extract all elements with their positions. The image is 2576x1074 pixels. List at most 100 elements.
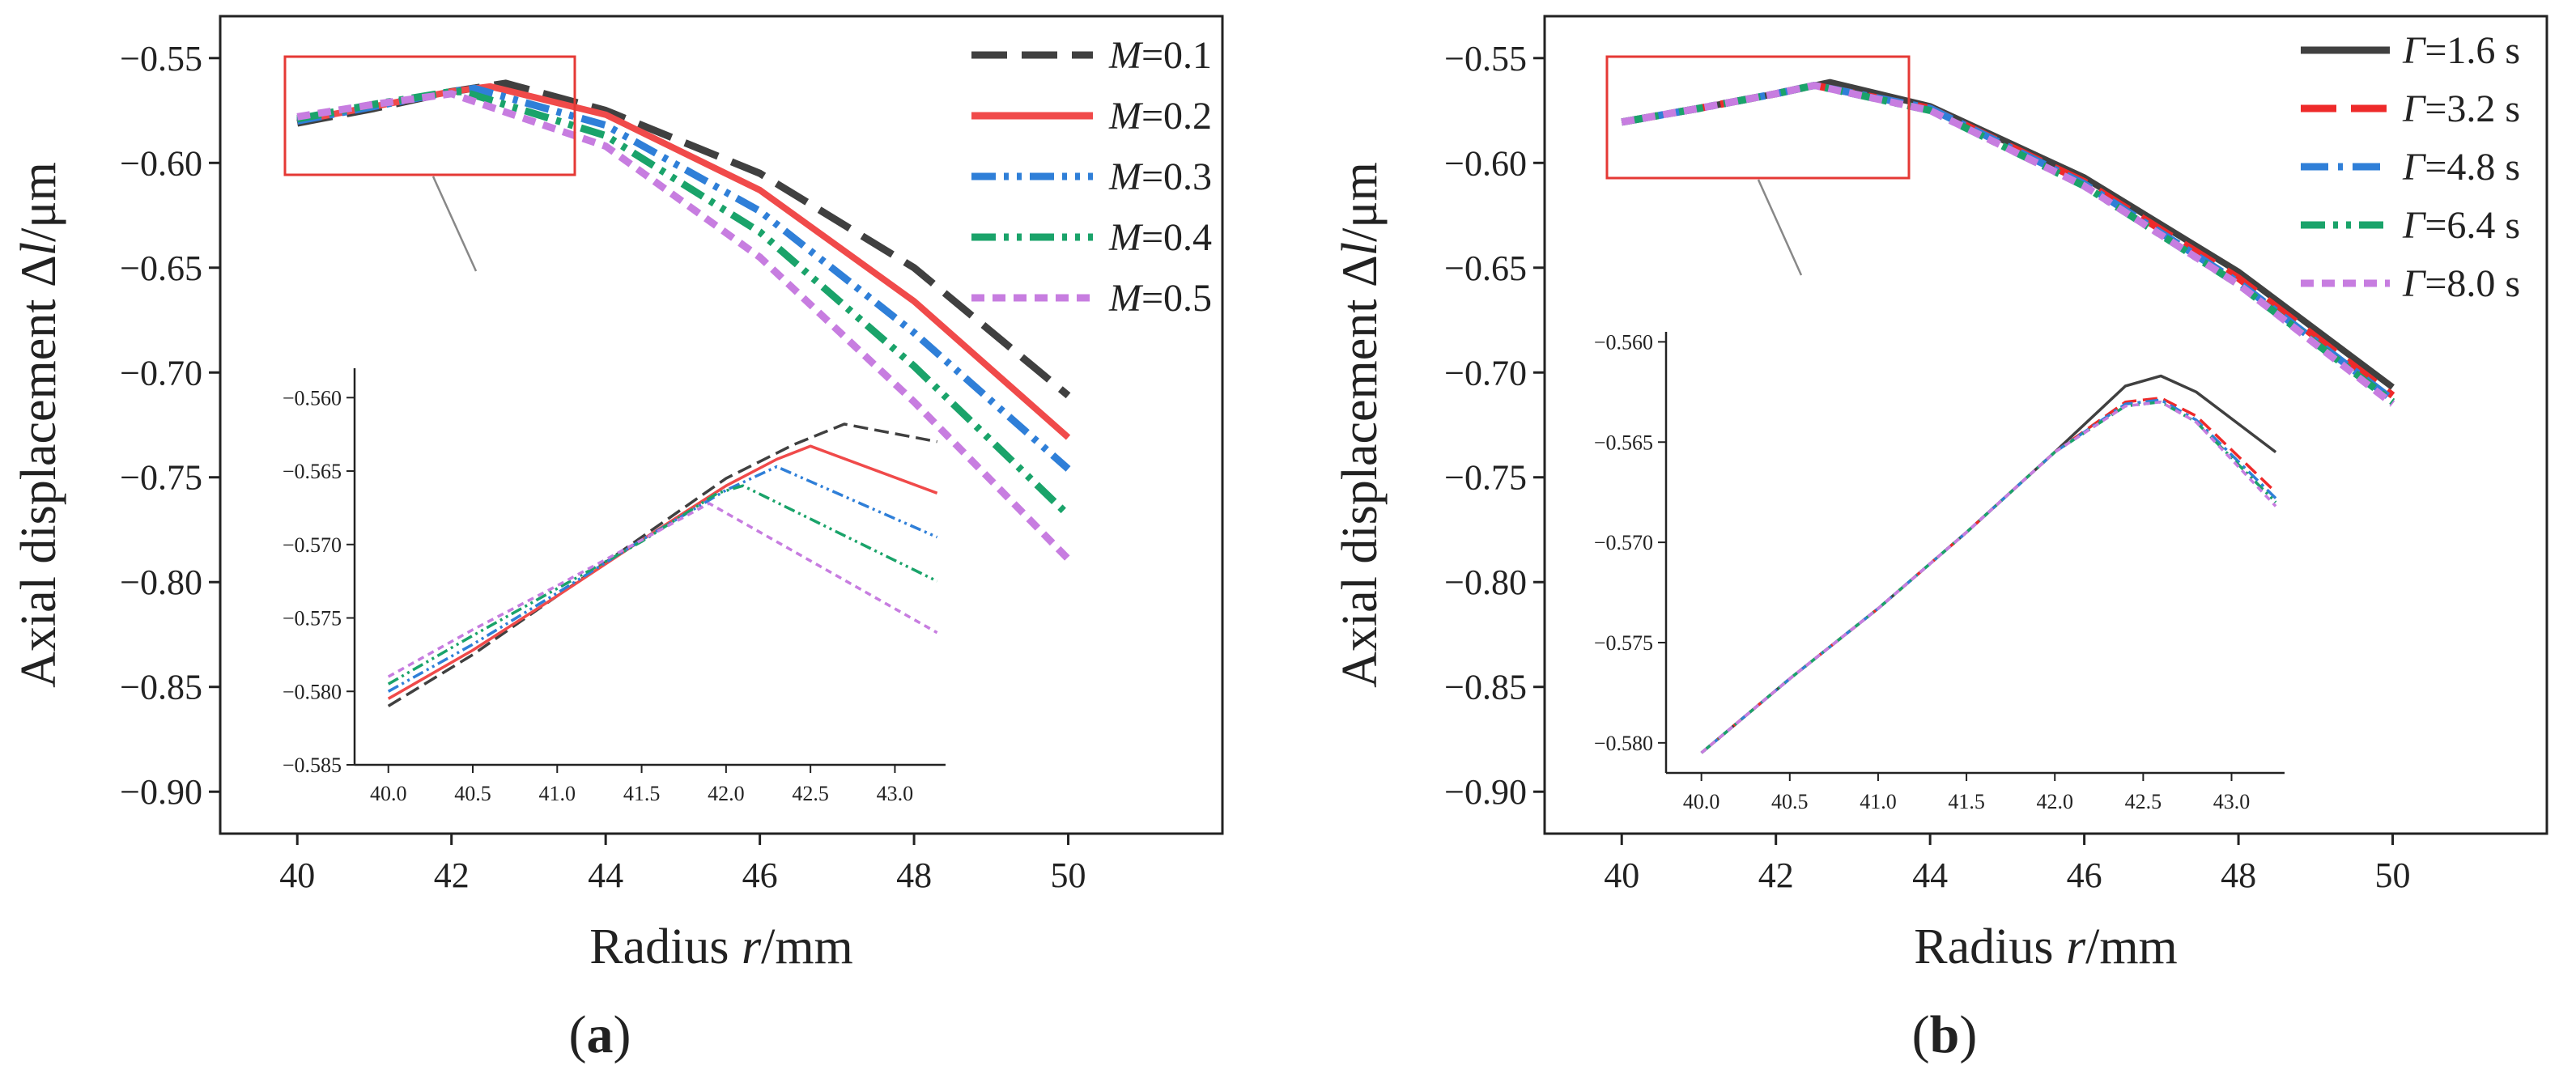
y-axis-label: Axial displacement ∆l/μm <box>1333 162 1388 688</box>
x-axis-label: Radius r/mm <box>1914 919 2178 974</box>
legend-label-value: =0.1 <box>1141 34 1212 77</box>
y-tick-label: −0.90 <box>1444 772 1527 812</box>
zoom-region-box <box>283 55 576 176</box>
legend-label-var: Γ <box>2402 204 2426 247</box>
legend-label: M=0.3 <box>1108 155 1212 198</box>
inset-x-tick-label: 42.0 <box>2036 790 2073 813</box>
inset-y-tick-label: −0.575 <box>283 607 342 630</box>
legend-label-value: =3.2 s <box>2425 87 2520 130</box>
y-axis-label-var: l <box>1333 242 1388 256</box>
legend-label-var: M <box>1108 34 1144 77</box>
plot-frame <box>1543 15 2548 835</box>
inset-chart: 40.0 40.5 41.0 41.5 42.0 42.5 43.0 −0.560 −0.565… <box>1594 330 2285 813</box>
x-axis-label-unit: /mm <box>2085 919 2178 974</box>
legend-label: M=0.2 <box>1108 95 1212 138</box>
panel-a: 40 42 44 46 48 50 −0.55 −0.60 −0.65 −0.70 −0.75 −0.… <box>11 15 1224 1064</box>
y-axis-label-var: l <box>11 242 66 256</box>
x-tick-label: 48 <box>2221 855 2256 895</box>
legend-label-value: =4.8 s <box>2425 146 2520 189</box>
y-tick-label: −0.65 <box>1444 248 1527 288</box>
x-tick-label: 46 <box>742 855 778 895</box>
inset-y-tick-label: −0.575 <box>1594 631 1653 655</box>
legend-label: Γ=4.8 s <box>2402 146 2520 189</box>
panel-label-close: ) <box>614 1005 631 1064</box>
inset-series-line <box>1700 400 2277 754</box>
x-tick-label: 40 <box>279 855 315 895</box>
y-tick-label: −0.60 <box>1444 143 1527 183</box>
inset-x-tick-label: 42.5 <box>2125 790 2162 813</box>
y-tick-label: −0.55 <box>1444 39 1527 79</box>
legend-label-value: =6.4 s <box>2425 204 2520 247</box>
x-tick-label: 50 <box>2375 855 2411 895</box>
legend-label-var: Γ <box>2402 87 2426 130</box>
legend-label-value: =0.2 <box>1141 95 1212 138</box>
panel-label-open: ( <box>1912 1005 1930 1064</box>
inset-y-tick-label: −0.570 <box>283 533 342 557</box>
x-tick-label: 40 <box>1604 855 1639 895</box>
y-tick-label: −0.70 <box>120 353 202 393</box>
inset-x-tick-label: 41.0 <box>539 782 576 805</box>
legend-label: M=0.5 <box>1108 277 1212 320</box>
inset-y-tick-label: −0.560 <box>1594 330 1653 354</box>
inset-x-tick-label: 40.0 <box>370 782 407 805</box>
x-tick-label: 46 <box>2067 855 2102 895</box>
legend-label-value: =8.0 s <box>2425 262 2520 305</box>
legend-label-var: Γ <box>2402 29 2426 72</box>
inset-y-tick-label: −0.570 <box>1594 531 1653 554</box>
zoom-leader-line <box>431 176 478 272</box>
legend-label: Γ=1.6 s <box>2402 29 2520 72</box>
y-tick-label: −0.60 <box>120 143 202 183</box>
y-tick-label: −0.75 <box>1444 458 1527 498</box>
legend-label: Γ=3.2 s <box>2402 87 2520 130</box>
plot-frame <box>219 15 1224 835</box>
legend-label-var: M <box>1108 95 1144 138</box>
legend-label-var: M <box>1108 277 1144 320</box>
inset-x-tick-label: 41.5 <box>623 782 661 805</box>
series-line-8.0 <box>1621 82 2395 407</box>
legend-label-value: =0.5 <box>1141 277 1212 320</box>
x-tick-label: 42 <box>434 855 470 895</box>
y-axis-label-unit: /μm <box>1333 162 1388 242</box>
y-axis-label-text: Axial displacement ∆ <box>11 256 66 688</box>
inset-x-tick-label: 40.5 <box>454 782 491 805</box>
inset-x-tick-label: 41.5 <box>1948 790 1985 813</box>
panel-label-close: ) <box>1959 1005 1977 1064</box>
inset-x-tick-label: 41.0 <box>1860 790 1897 813</box>
x-axis-label-text: Radius <box>589 919 742 974</box>
inset-y-tick-label: −0.560 <box>283 386 342 410</box>
x-tick-label: 42 <box>1758 855 1794 895</box>
inset-y-tick-label: −0.580 <box>283 680 342 703</box>
inset-x-tick-label: 42.5 <box>792 782 829 805</box>
y-tick-label: −0.90 <box>120 772 202 812</box>
legend-label-var: M <box>1108 216 1144 259</box>
inset-series-line <box>387 502 938 678</box>
panel-label-letter: a <box>587 1005 614 1064</box>
panel-label: (a) <box>569 1005 631 1064</box>
legend-label-value: =0.4 <box>1141 216 1212 259</box>
x-axis-label-var: r <box>742 919 762 974</box>
y-tick-label: −0.80 <box>1444 562 1527 602</box>
legend-label: M=0.4 <box>1108 216 1212 259</box>
inset-x-tick-label: 40.0 <box>1683 790 1720 813</box>
x-axis-label: Radius r/mm <box>589 919 853 974</box>
y-tick-label: −0.55 <box>120 39 202 79</box>
y-tick-label: −0.80 <box>120 562 202 602</box>
legend-label-value: =0.3 <box>1141 155 1212 198</box>
inset-x-tick-label: 40.5 <box>1771 790 1809 813</box>
legend-label: Γ=6.4 s <box>2402 204 2520 247</box>
legend-label-var: Γ <box>2402 262 2426 305</box>
x-axis-label-var: r <box>2066 919 2086 974</box>
inset-y-tick-label: −0.580 <box>1594 732 1653 755</box>
x-axis-label-unit: /mm <box>761 919 853 974</box>
inset-series-line <box>387 444 938 700</box>
y-axis-label-text: Axial displacement ∆ <box>1333 256 1388 688</box>
legend-label: M=0.1 <box>1108 34 1212 77</box>
inset-y-tick-label: −0.565 <box>283 460 342 483</box>
panel-b: 40 42 44 46 48 50 −0.55 −0.60 −0.65 −0.70 −0.75 −0.… <box>1333 15 2548 1064</box>
zoom-leader-line <box>1757 179 1803 276</box>
inset-x-tick-label: 42.0 <box>708 782 745 805</box>
inset-chart: 40.0 40.5 41.0 41.5 42.0 42.5 43.0 −0.560 −0.565… <box>283 368 946 805</box>
legend-label-var: M <box>1108 155 1144 198</box>
y-tick-label: −0.75 <box>120 458 202 498</box>
